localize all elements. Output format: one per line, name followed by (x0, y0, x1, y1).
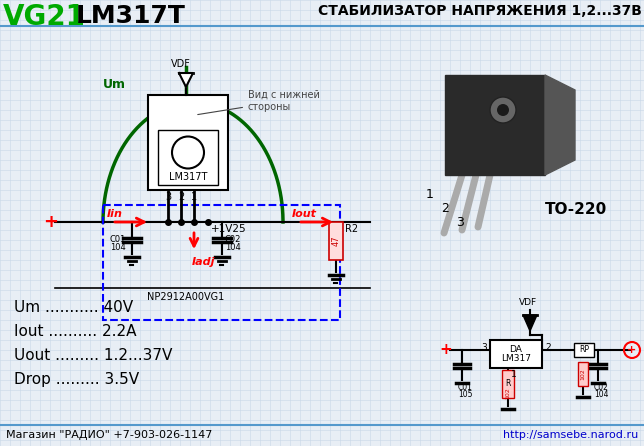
Text: LM317T: LM317T (169, 172, 207, 182)
Text: http://samsebe.narod.ru: http://samsebe.narod.ru (503, 430, 638, 440)
Polygon shape (523, 315, 537, 331)
Text: TO-220: TO-220 (545, 202, 607, 218)
Text: 104: 104 (225, 244, 241, 252)
Text: 102: 102 (506, 387, 511, 399)
Text: Iout: Iout (292, 209, 317, 219)
Bar (103, 205, 340, 320)
Text: C01: C01 (109, 235, 126, 244)
Bar (148, 95, 228, 190)
Text: 104: 104 (594, 390, 609, 399)
Text: 1: 1 (426, 189, 434, 202)
Text: Uout ......... 1.2...37V: Uout ......... 1.2...37V (14, 348, 173, 363)
Text: LM317T: LM317T (76, 4, 186, 28)
Text: R: R (506, 380, 511, 388)
Text: RP: RP (579, 346, 589, 355)
Text: 2: 2 (178, 192, 184, 202)
Bar (329, 222, 343, 260)
Text: Drop ......... 3.5V: Drop ......... 3.5V (14, 372, 139, 387)
Text: Um: Um (103, 78, 126, 91)
Bar (502, 370, 514, 398)
Bar (574, 343, 594, 357)
Text: C02: C02 (594, 383, 609, 392)
Text: NP2912A00VG1: NP2912A00VG1 (147, 292, 225, 302)
Text: Iin: Iin (107, 209, 123, 219)
Text: СТАБИЛИЗАТОР НАПРЯЖЕНИЯ 1,2...37В: СТАБИЛИЗАТОР НАПРЯЖЕНИЯ 1,2...37В (318, 4, 642, 18)
Text: +: + (44, 213, 59, 231)
Text: VDF: VDF (519, 298, 537, 307)
Text: Um ........... 40V: Um ........... 40V (14, 300, 133, 315)
Text: 102: 102 (580, 368, 585, 380)
Text: LM317: LM317 (501, 354, 531, 363)
Text: VDF: VDF (171, 59, 191, 69)
Text: VG21: VG21 (3, 3, 86, 31)
Text: C02: C02 (225, 235, 242, 244)
Text: 2: 2 (545, 343, 551, 352)
Bar (578, 362, 588, 386)
Text: +: + (440, 343, 452, 358)
Polygon shape (179, 73, 193, 87)
Text: +: + (627, 345, 637, 355)
Polygon shape (545, 75, 575, 175)
Text: 47: 47 (332, 235, 341, 246)
Polygon shape (445, 75, 545, 175)
Text: C01: C01 (458, 383, 473, 392)
Text: 104: 104 (110, 244, 126, 252)
Text: R2: R2 (345, 224, 358, 234)
Text: 2: 2 (441, 202, 449, 215)
Text: 3: 3 (456, 216, 464, 230)
Text: +1V25: +1V25 (211, 224, 247, 234)
Circle shape (497, 104, 509, 116)
Text: 1: 1 (191, 192, 197, 202)
Text: 1: 1 (511, 370, 516, 379)
Text: 105: 105 (458, 390, 473, 399)
Text: 3: 3 (481, 343, 487, 352)
Text: DA: DA (509, 345, 522, 354)
Text: Iout .......... 2.2A: Iout .......... 2.2A (14, 324, 137, 339)
Text: Iadj: Iadj (192, 257, 216, 267)
Text: Магазин "РАДИО" +7-903-026-1147: Магазин "РАДИО" +7-903-026-1147 (6, 430, 213, 440)
Circle shape (490, 97, 516, 123)
Text: 3: 3 (165, 192, 171, 202)
Bar (158, 130, 218, 185)
Text: Вид с нижней
стороны: Вид с нижней стороны (198, 90, 320, 115)
Bar (490, 340, 542, 368)
